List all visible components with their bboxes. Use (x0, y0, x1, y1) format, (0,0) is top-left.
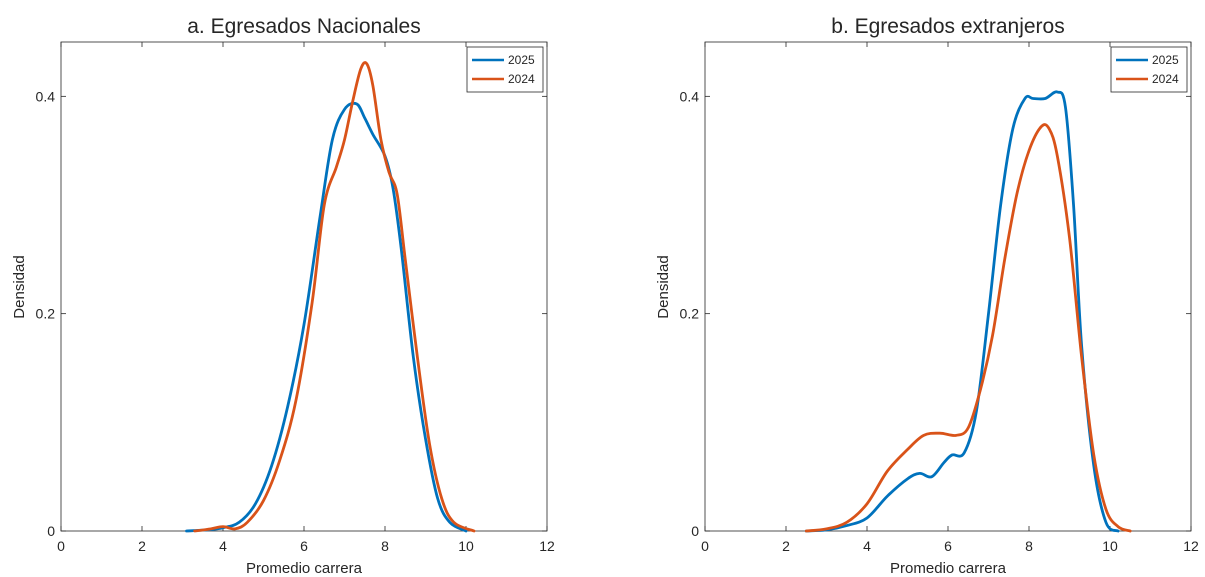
series-lines (804, 90, 1132, 533)
x-tick-label: 6 (944, 538, 952, 554)
y-tick-label: 0 (47, 523, 55, 539)
series-line-2025 (804, 90, 1120, 533)
x-tick-label: 0 (701, 538, 709, 554)
axis-ticks: 0 2 4 6 8 10 12 0 0.2 0.4 (680, 42, 1199, 554)
legend-label-2025: 2025 (508, 53, 535, 67)
x-tick-label: 8 (1025, 538, 1033, 554)
chart-title: b. Egresados extranjeros (831, 15, 1064, 38)
y-tick-label: 0.2 (680, 306, 700, 322)
legend-label-2024: 2024 (508, 72, 535, 86)
x-tick-label: 4 (863, 538, 871, 554)
legend-label-2025: 2025 (1152, 53, 1179, 67)
y-tick-label: 0.4 (36, 88, 56, 104)
chart-panel-nacionales: a. Egresados Nacionales 0 2 4 6 8 10 12 0 0.2 0.4… (11, 15, 555, 577)
x-tick-label: 0 (57, 538, 65, 554)
chart-panel-extranjeros: b. Egresados extranjeros 0 2 4 6 8 10 12 0 0.2 0.… (655, 15, 1199, 577)
legend-box (1110, 46, 1188, 93)
y-tick-label: 0.4 (680, 88, 700, 104)
x-axis-label: Promedio carrera (890, 560, 1007, 577)
series-line-2025 (185, 101, 468, 533)
x-tick-label: 2 (782, 538, 790, 554)
series-lines (185, 61, 476, 533)
x-tick-label: 10 (1102, 538, 1118, 554)
plot-area (704, 41, 1192, 532)
x-tick-label: 8 (381, 538, 389, 554)
x-tick-label: 6 (300, 538, 308, 554)
legend-box (466, 46, 544, 93)
chart-title: a. Egresados Nacionales (187, 15, 420, 38)
axis-ticks: 0 2 4 6 8 10 12 0 0.2 0.4 (36, 42, 555, 554)
x-tick-label: 12 (1183, 538, 1199, 554)
x-tick-label: 2 (138, 538, 146, 554)
plot-area (60, 41, 548, 532)
y-tick-label: 0.2 (36, 306, 56, 322)
x-axis-label: Promedio carrera (246, 560, 363, 577)
x-tick-label: 12 (539, 538, 555, 554)
series-line-2024 (804, 123, 1132, 533)
y-axis-label: Densidad (11, 255, 28, 318)
series-line-2024 (193, 61, 476, 533)
x-tick-label: 4 (219, 538, 227, 554)
legend: 2025 2024 (1110, 46, 1188, 93)
y-axis-label: Densidad (655, 255, 672, 318)
legend-label-2024: 2024 (1152, 72, 1179, 86)
legend: 2025 2024 (466, 46, 544, 93)
y-tick-label: 0 (691, 523, 699, 539)
x-tick-label: 10 (458, 538, 474, 554)
